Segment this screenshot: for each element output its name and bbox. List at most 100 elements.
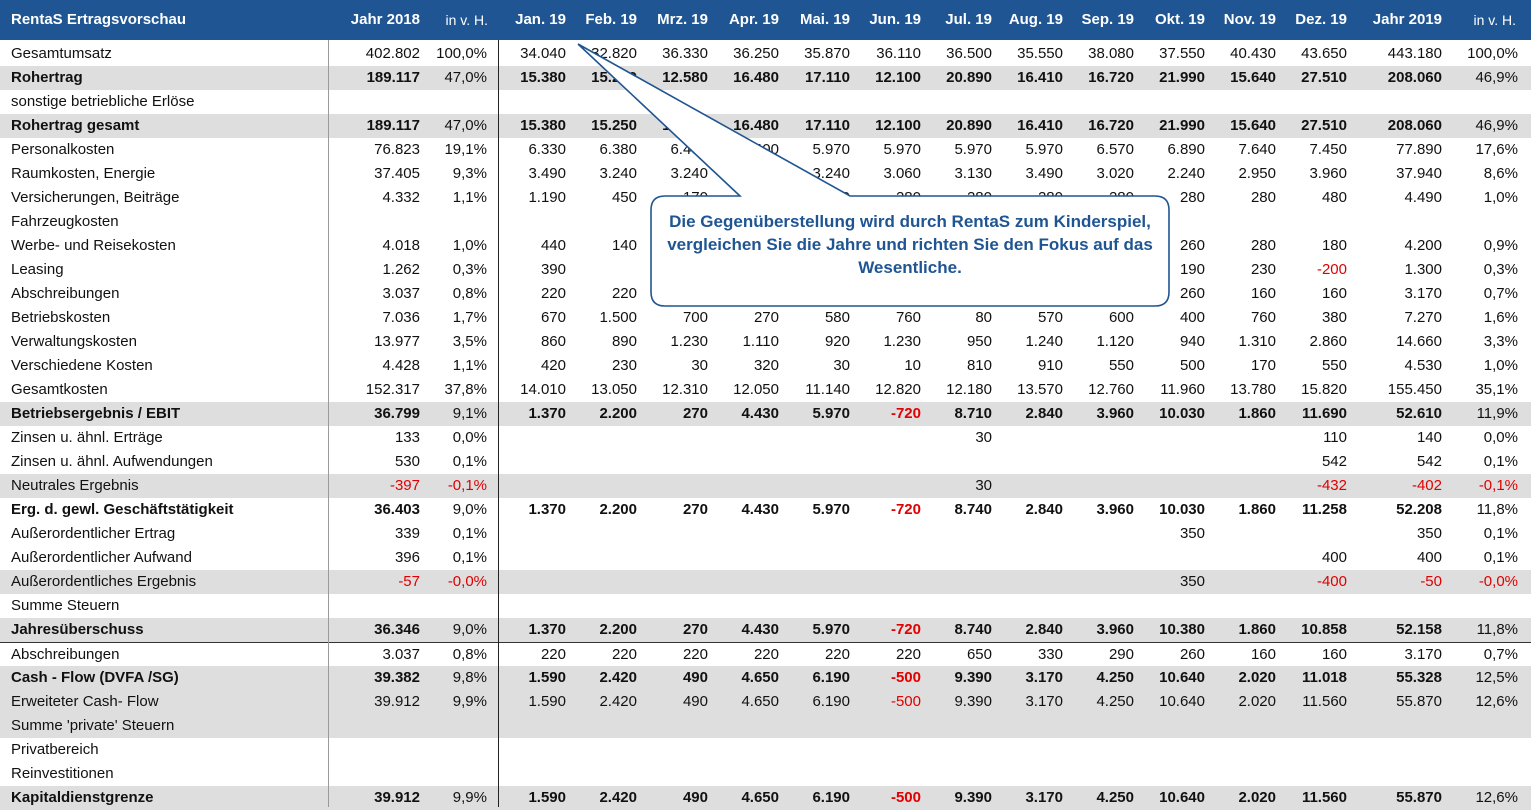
- table-row[interactable]: Werbe- und Reisekosten 4.018 1,0% 440 140 260…: [0, 234, 1531, 258]
- col-header-month[interactable]: Mrz. 19: [657, 11, 708, 28]
- pct-2019: [1448, 738, 1518, 762]
- value-month: 3.170: [1025, 693, 1063, 710]
- value-month: 810: [966, 357, 992, 374]
- value-month: 12.100: [875, 69, 921, 86]
- table-row[interactable]: Fahrzeugkosten: [0, 210, 1531, 234]
- value-month: [1277, 210, 1347, 234]
- col-header-month[interactable]: Jan. 19: [515, 11, 566, 28]
- col-header-pct-2018[interactable]: in v. H.: [445, 12, 488, 28]
- value-month: 15.640: [1230, 69, 1276, 86]
- value-month: 16.720: [1088, 69, 1134, 86]
- col-header-month[interactable]: Nov. 19: [1223, 11, 1276, 28]
- col-header-year-2018[interactable]: Jahr 2018: [350, 11, 420, 28]
- col-header-month[interactable]: Jul. 19: [945, 11, 992, 28]
- table-row[interactable]: Zinsen u. ähnl. Aufwendungen 530 0,1% 542 54…: [0, 450, 1531, 474]
- pct-2018: [421, 714, 487, 738]
- table-row[interactable]: Summe Steuern: [0, 594, 1531, 618]
- pct-2018: 9,9%: [452, 789, 487, 806]
- value-month: 35.870: [804, 45, 850, 62]
- value-month: 3.130: [954, 165, 992, 182]
- table-row[interactable]: Raumkosten, Energie 37.405 9,3% 3.490 3.240 3…: [0, 162, 1531, 186]
- pct-2019: 0,7%: [1483, 285, 1518, 302]
- value-month: 600: [1108, 309, 1134, 326]
- value-2019: 155.450: [1387, 381, 1442, 398]
- value-month: [567, 546, 637, 570]
- pct-2019: 1,0%: [1483, 189, 1518, 206]
- value-month: [638, 738, 708, 762]
- table-row[interactable]: Versicherungen, Beiträge 4.332 1,1% 1.190 45…: [0, 186, 1531, 210]
- value-month: 1.120: [1096, 333, 1134, 350]
- col-header-year-2019[interactable]: Jahr 2019: [1372, 11, 1442, 28]
- col-header-month[interactable]: Aug. 19: [1008, 11, 1063, 28]
- col-header-month[interactable]: Dez. 19: [1295, 11, 1347, 28]
- pct-2018: [421, 594, 487, 618]
- value-month: 230: [1250, 261, 1276, 278]
- table-row[interactable]: Außerordentlicher Ertrag 339 0,1% 350 350 0,1…: [0, 522, 1531, 546]
- table-row[interactable]: sonstige betriebliche Erlöse: [0, 90, 1531, 114]
- table-row[interactable]: Kapitaldienstgrenze 39.912 9,9% 1.590 2.420 4…: [0, 786, 1531, 810]
- col-header-month[interactable]: Mai. 19: [799, 11, 850, 28]
- value-month: [993, 90, 1063, 114]
- value-month: 2.200: [599, 621, 637, 638]
- table-row[interactable]: Verwaltungskosten 13.977 3,5% 860 890 1.230 1.…: [0, 330, 1531, 354]
- col-header-pct-2019[interactable]: in v. H.: [1473, 12, 1516, 28]
- table-row[interactable]: Gesamtumsatz 402.802 100,0% 34.040 32.820 36.…: [0, 42, 1531, 66]
- value-month: [1206, 594, 1276, 618]
- col-header-month[interactable]: Okt. 19: [1154, 11, 1205, 28]
- value-month: [638, 474, 708, 498]
- table-row[interactable]: Reinvestitionen: [0, 762, 1531, 786]
- value-month: 36.330: [662, 45, 708, 62]
- value-month: [638, 762, 708, 786]
- table-row[interactable]: Neutrales Ergebnis -397 -0,1% 30 -432 -402 -0,…: [0, 474, 1531, 498]
- value-month: 11.690: [1301, 405, 1347, 422]
- value-month: 490: [682, 789, 708, 806]
- table-row[interactable]: Außerordentlicher Aufwand 396 0,1% 400 400 0,…: [0, 546, 1531, 570]
- value-month: 30: [833, 357, 850, 374]
- value-month: 32.820: [591, 45, 637, 62]
- table-row[interactable]: Zinsen u. ähnl. Erträge 133 0,0% 30 110 140 0,…: [0, 426, 1531, 450]
- table-row[interactable]: Leasing 1.262 0,3% 390 190 230 -200 1.300 0,3%: [0, 258, 1531, 282]
- value-month: 11.018: [1301, 669, 1347, 686]
- table-row[interactable]: Privatbereich: [0, 738, 1531, 762]
- table-row[interactable]: Jahresüberschuss 36.346 9,0% 1.370 2.200 270 4…: [0, 618, 1531, 642]
- value-month: 220: [895, 646, 921, 663]
- pct-2019: 1,6%: [1483, 309, 1518, 326]
- pct-2019: 100,0%: [1467, 45, 1518, 62]
- value-month: [567, 762, 637, 786]
- row-label: Außerordentlicher Aufwand: [11, 549, 192, 566]
- pct-2018: [421, 762, 487, 786]
- value-month: 2.020: [1238, 789, 1276, 806]
- table-row[interactable]: Betriebskosten 7.036 1,7% 670 1.500 700 270 580…: [0, 306, 1531, 330]
- table-row[interactable]: Rohertrag 189.117 47,0% 15.380 15.250 12.580 1…: [0, 66, 1531, 90]
- col-header-month[interactable]: Jun. 19: [869, 11, 921, 28]
- table-row[interactable]: Erg. d. gewl. Geschäftstätigkeit 36.403 9,…: [0, 498, 1531, 522]
- table-row[interactable]: Erweiteter Cash- Flow 39.912 9,9% 1.590 2.42…: [0, 690, 1531, 714]
- table-row[interactable]: Abschreibungen 3.037 0,8% 220 220 220 220 220 22…: [0, 642, 1531, 667]
- table-row[interactable]: Verschiedene Kosten 4.428 1,1% 420 230 30 320 3…: [0, 354, 1531, 378]
- table-row[interactable]: Cash - Flow (DVFA /SG) 39.382 9,8% 1.590 2.4…: [0, 666, 1531, 690]
- col-header-month[interactable]: Sep. 19: [1081, 11, 1134, 28]
- col-header-month[interactable]: Apr. 19: [728, 11, 779, 28]
- row-label: Verwaltungskosten: [11, 333, 137, 350]
- value-month: [922, 594, 992, 618]
- table-row[interactable]: Abschreibungen 3.037 0,8% 220 220 260 160 160 3.…: [0, 282, 1531, 306]
- value-month: 10.858: [1301, 621, 1347, 638]
- value-2019: -402: [1411, 477, 1442, 494]
- value-2019: 1.300: [1404, 261, 1442, 278]
- value-month: 2.020: [1238, 693, 1276, 710]
- value-2018: 1.262: [382, 261, 420, 278]
- table-row[interactable]: Rohertrag gesamt 189.117 47,0% 15.380 15.250…: [0, 114, 1531, 138]
- pct-2018: 0,8%: [452, 646, 487, 663]
- table-row[interactable]: Betriebsergebnis / EBIT 36.799 9,1% 1.370 2.…: [0, 402, 1531, 426]
- value-month: 220: [753, 646, 779, 663]
- value-month: 1.110: [742, 333, 779, 350]
- table-row[interactable]: Außerordentliches Ergebnis -57 -0,0% 350 -40…: [0, 570, 1531, 594]
- table-row[interactable]: Gesamtkosten 152.317 37,8% 14.010 13.050 12.3…: [0, 378, 1531, 402]
- table-row[interactable]: Summe 'private' Steuern: [0, 714, 1531, 738]
- value-month: 16.720: [1088, 117, 1134, 134]
- value-month: 15.380: [520, 117, 566, 134]
- table-row[interactable]: Personalkosten 76.823 19,1% 6.330 6.380 6.400…: [0, 138, 1531, 162]
- col-header-month[interactable]: Feb. 19: [585, 11, 637, 28]
- value-month: [1206, 450, 1276, 474]
- table-title: RentaS Ertragsvorschau: [11, 11, 187, 28]
